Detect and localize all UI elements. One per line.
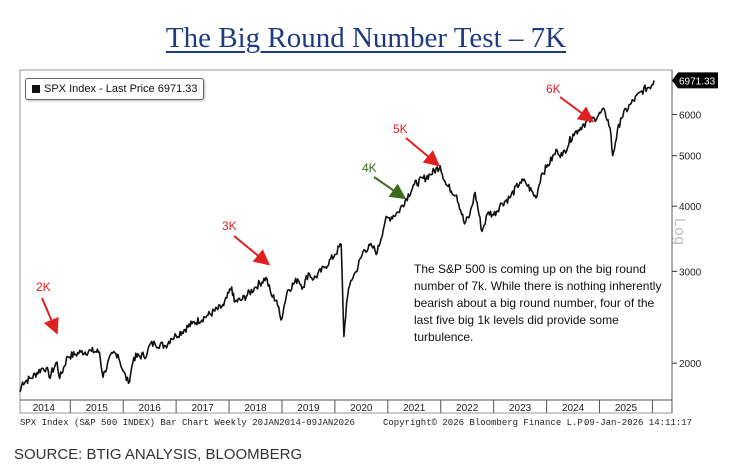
x-tick-label: 2019 bbox=[297, 403, 320, 414]
milestone-label: 4K bbox=[362, 161, 377, 175]
chart-area: 2000 3000 4000 5000 6000 2014 2015 2016 2017 201… bbox=[19, 69, 718, 414]
last-price-tag: 6971.33 bbox=[672, 72, 718, 89]
annotation-text: The S&P 500 is coming up on the big roun… bbox=[414, 262, 662, 344]
x-tick-label: 2017 bbox=[191, 403, 214, 414]
footer-timestamp: 09-Jan-2026 14:11:17 bbox=[584, 418, 693, 428]
milestone-arrow bbox=[373, 176, 407, 200]
y-tick-label: 5000 bbox=[679, 152, 702, 163]
x-tick-label: 2014 bbox=[33, 403, 56, 414]
x-tick-label: 2020 bbox=[350, 403, 373, 414]
source-note: SOURCE: BTIG ANALYSIS, BLOOMBERG bbox=[14, 446, 303, 463]
y-tick-label: 3000 bbox=[679, 267, 702, 278]
y-tick-label: 2000 bbox=[679, 359, 702, 370]
y-tick-label: 4000 bbox=[679, 202, 702, 213]
legend-label: SPX Index - Last Price 6971.33 bbox=[44, 83, 198, 95]
x-tick-label: 2015 bbox=[86, 403, 109, 414]
milestone-label: 5K bbox=[393, 122, 408, 136]
x-tick-label: 2016 bbox=[139, 403, 162, 414]
milestone-arrow bbox=[559, 96, 595, 123]
x-tick-label: 2025 bbox=[615, 403, 638, 414]
legend-swatch bbox=[32, 85, 40, 93]
y-axis-scale-label: Log bbox=[671, 218, 688, 247]
footer-copyright: Copyright© 2026 Bloomberg Finance L.P. bbox=[383, 418, 589, 428]
x-tick-label: 2018 bbox=[244, 403, 267, 414]
x-tick-label: 2021 bbox=[403, 403, 426, 414]
x-tick-label: 2022 bbox=[456, 403, 479, 414]
price-series-line bbox=[19, 80, 655, 393]
milestone-label: 2K bbox=[36, 280, 51, 294]
x-tick-label: 2024 bbox=[562, 403, 585, 414]
plot-frame bbox=[19, 69, 673, 414]
y-tick-label: 6000 bbox=[679, 110, 702, 121]
footer-description: SPX Index (S&P 500 INDEX) Bar Chart Week… bbox=[20, 418, 355, 428]
milestone-arrow bbox=[41, 297, 59, 335]
x-tick-label: 2023 bbox=[509, 403, 532, 414]
series-legend: SPX Index - Last Price 6971.33 bbox=[25, 78, 205, 100]
milestone-label: 3K bbox=[222, 219, 237, 233]
milestone-label: 6K bbox=[546, 82, 561, 96]
last-price-label: 6971.33 bbox=[679, 76, 716, 87]
milestone-arrow bbox=[405, 137, 441, 167]
chart-title: The Big Round Number Test – 7K bbox=[165, 22, 567, 54]
milestone-arrow bbox=[233, 235, 271, 266]
last-price-box bbox=[672, 72, 718, 89]
